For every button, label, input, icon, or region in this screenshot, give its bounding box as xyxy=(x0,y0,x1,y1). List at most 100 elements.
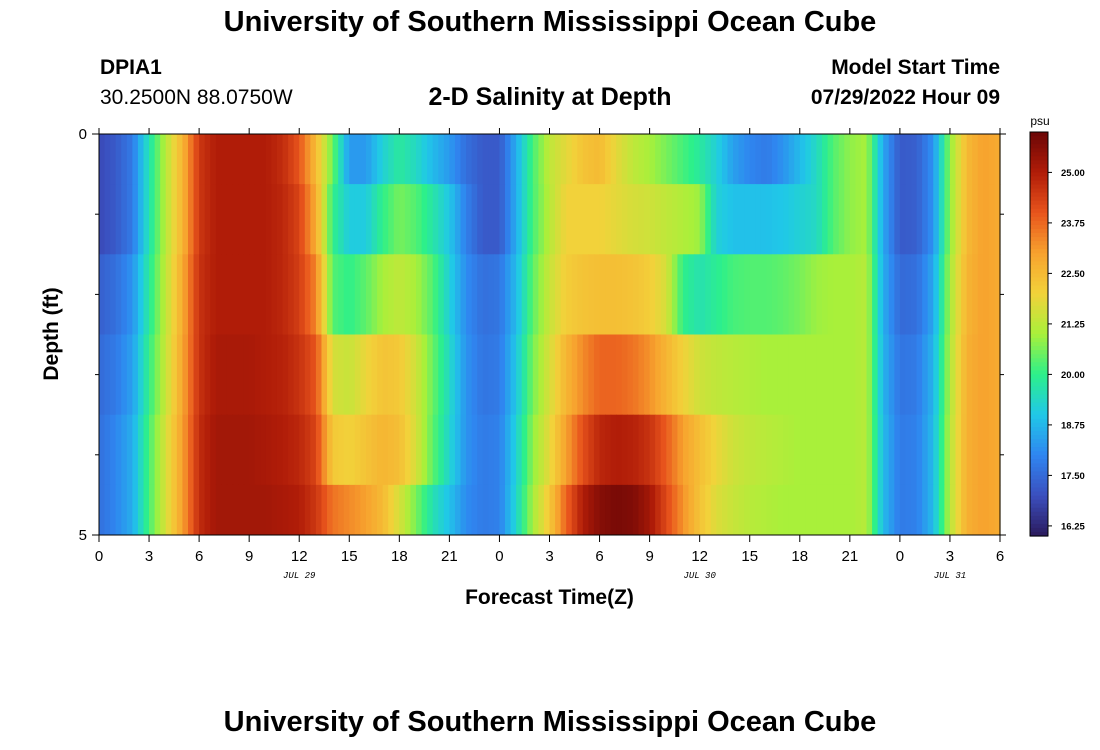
colorbar-segment xyxy=(1030,467,1048,472)
heatmap-cell xyxy=(460,134,467,185)
heatmap-cell xyxy=(354,484,361,536)
heatmap-cell xyxy=(671,184,679,255)
heatmap-cell xyxy=(644,134,651,185)
heatmap-cell xyxy=(482,134,489,185)
heatmap-cell xyxy=(677,134,684,185)
colorbar-segment xyxy=(1030,491,1048,497)
heatmap-cell xyxy=(154,484,161,536)
heatmap-cell xyxy=(922,414,929,486)
heatmap-cell xyxy=(822,484,829,536)
heatmap-cell xyxy=(443,254,450,335)
heatmap-cell xyxy=(783,184,790,255)
heatmap-cell xyxy=(966,184,973,255)
heatmap-cell xyxy=(271,254,278,335)
heatmap-cell xyxy=(282,134,289,185)
heatmap-cell xyxy=(199,254,206,335)
heatmap-cell xyxy=(371,184,378,255)
heatmap-cell xyxy=(655,134,662,185)
heatmap-cell xyxy=(888,484,895,536)
heatmap-cell xyxy=(532,484,539,536)
heatmap-cell xyxy=(649,254,656,335)
heatmap-cell xyxy=(838,414,845,486)
heatmap-cell xyxy=(905,134,912,185)
heatmap-cell xyxy=(710,254,717,335)
heatmap-cell xyxy=(827,184,834,255)
heatmap-cell xyxy=(215,184,222,255)
heatmap-cell xyxy=(104,414,111,486)
heatmap-cell xyxy=(844,484,851,536)
colorbar-segment xyxy=(1030,463,1048,468)
heatmap-cell xyxy=(193,134,200,185)
heatmap-cell xyxy=(616,184,623,255)
heatmap-cell xyxy=(827,254,834,335)
heatmap-cell xyxy=(160,134,167,185)
heatmap-cell xyxy=(226,484,234,536)
heatmap-cell xyxy=(944,254,951,335)
heatmap-cell xyxy=(516,184,523,255)
heatmap-cell xyxy=(365,484,373,536)
heatmap-cell xyxy=(260,254,267,335)
heatmap-cell xyxy=(961,334,968,416)
heatmap-cell xyxy=(154,414,161,486)
heatmap-cell xyxy=(577,134,584,185)
x-tick-label: 15 xyxy=(341,548,358,565)
plot-title: 2-D Salinity at Depth xyxy=(428,83,672,111)
heatmap-cell xyxy=(621,254,628,335)
colorbar-segment xyxy=(1030,277,1048,283)
x-tick-label: 6 xyxy=(595,548,603,565)
heatmap-cell xyxy=(543,414,551,486)
heatmap-cell xyxy=(332,414,339,486)
heatmap-cell xyxy=(527,184,534,255)
heatmap-cell xyxy=(660,254,667,335)
heatmap-cell xyxy=(649,134,656,185)
heatmap-cell xyxy=(688,184,695,255)
heatmap-cell xyxy=(315,134,323,185)
colorbar-segment xyxy=(1030,495,1048,501)
heatmap-cell xyxy=(182,134,189,185)
colorbar-segment xyxy=(1030,216,1048,222)
heatmap-cell xyxy=(516,484,523,536)
heatmap-cell xyxy=(421,484,428,536)
heatmap-cell xyxy=(315,414,323,486)
colorbar-segment xyxy=(1030,136,1048,141)
heatmap-cell xyxy=(238,184,245,255)
heatmap-cell xyxy=(154,134,161,185)
heatmap-cell xyxy=(493,484,501,536)
heatmap-cell xyxy=(855,254,862,335)
heatmap-cell xyxy=(354,134,361,185)
x-tick-label: 21 xyxy=(441,548,458,565)
heatmap-cell xyxy=(621,184,628,255)
heatmap-cell xyxy=(872,484,879,536)
heatmap-cell xyxy=(582,334,590,416)
heatmap-cell xyxy=(655,334,662,416)
heatmap-cell xyxy=(249,254,256,335)
heatmap-cell xyxy=(699,414,706,486)
x-tick-label: 0 xyxy=(495,548,503,565)
heatmap-cell xyxy=(588,184,595,255)
heatmap-cell xyxy=(165,254,172,335)
heatmap-cell xyxy=(493,254,501,335)
heatmap-cell xyxy=(644,334,651,416)
heatmap-cell xyxy=(126,254,133,335)
heatmap-cell xyxy=(310,484,317,536)
heatmap-cell xyxy=(666,334,673,416)
heatmap-cell xyxy=(399,184,406,255)
heatmap-cell xyxy=(132,254,139,335)
heatmap-cell xyxy=(521,254,528,335)
heatmap-cell xyxy=(360,414,367,486)
heatmap-cell xyxy=(265,134,273,185)
colorbar-segment xyxy=(1030,249,1048,254)
heatmap-cell xyxy=(249,484,256,536)
heatmap-cell xyxy=(621,484,628,536)
heatmap-cell xyxy=(160,254,167,335)
heatmap-cell xyxy=(143,184,150,255)
heatmap-cell xyxy=(204,414,211,486)
heatmap-cell xyxy=(705,334,712,416)
heatmap-cell xyxy=(593,414,601,486)
heatmap-cell xyxy=(182,414,189,486)
heatmap-cell xyxy=(972,414,979,486)
heatmap-cell xyxy=(883,484,890,536)
heatmap-cell xyxy=(349,484,356,536)
heatmap-cell xyxy=(949,134,957,185)
heatmap-cell xyxy=(805,184,812,255)
